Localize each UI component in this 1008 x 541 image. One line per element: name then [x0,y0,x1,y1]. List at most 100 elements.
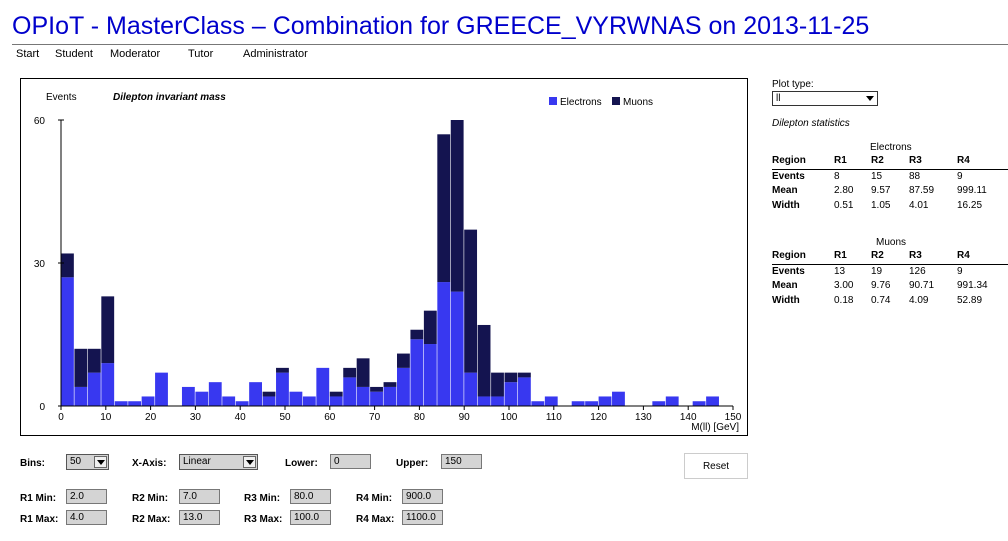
histogram-chart: 0 10 20 30 40 50 60 70 80 90 100 110 120 130 140 150 0 30… [20,78,748,436]
bar-electrons-22 [356,386,370,406]
bar-muons-25 [397,353,410,368]
header-divider [12,44,1008,45]
table-cell: 15 [871,171,883,182]
bar-muons-21 [343,367,357,378]
bars-layer [61,120,719,406]
x-tick-label: 130 [635,412,652,423]
table-cell: Width [772,295,800,306]
table-cell: 1.05 [871,200,891,211]
table-cell: 0.18 [834,295,854,306]
xaxis-select[interactable]: Linear [179,454,258,470]
r2-min-input[interactable]: 7.0 [179,489,220,504]
x-tick-label: 60 [324,412,336,423]
bar-electrons-6 [141,396,155,406]
x-tick-label: 80 [414,412,426,423]
bar-electrons-39 [585,401,598,406]
table-cell: Width [772,200,800,211]
legend-label-muons: Muons [623,97,653,108]
nav-moderator[interactable]: Moderator [110,48,161,60]
bar-electrons-2 [87,372,101,406]
bar-muons-22 [356,358,370,387]
bar-muons-16 [276,367,289,373]
table-cell: 52.89 [957,295,983,306]
legend-label-electrons: Electrons [560,97,602,108]
nav-tutor[interactable]: Tutor [188,48,214,60]
xaxis-value: Linear [183,456,211,467]
table-cell: R1 [834,155,847,166]
legend: Electrons Muons [549,97,653,108]
nav-student[interactable]: Student [55,48,93,60]
table-header-rule [772,169,1008,170]
bar-muons-2 [87,348,101,373]
r2-max-input[interactable]: 13.0 [179,510,220,525]
table-cell: 2.80 [834,185,854,196]
x-tick-label: 120 [590,412,607,423]
table-cell: R3 [909,155,922,166]
r3-min-input[interactable]: 80.0 [290,489,331,504]
r4-max-input[interactable]: 1100.0 [402,510,443,525]
table-cell: R2 [871,155,884,166]
plot-type-value: ll [776,93,781,104]
table-cell: Region [772,250,806,261]
table-cell: R4 [957,250,970,261]
bar-electrons-32 [491,396,504,406]
table-cell: 126 [909,266,926,277]
x-tick-label: 100 [501,412,518,423]
bar-electrons-35 [531,401,545,406]
upper-input[interactable]: 150 [441,454,482,469]
bar-electrons-15 [262,396,276,406]
nav-start[interactable]: Start [16,48,40,60]
bar-electrons-21 [343,377,357,406]
chart-title: Dilepton invariant mass [113,92,226,103]
bar-electrons-26 [410,339,424,406]
bar-electrons-33 [504,382,518,406]
plot-type-select[interactable]: ll [772,91,878,106]
x-tick-label: 90 [459,412,471,423]
upper-label: Upper: [396,458,429,469]
table-cell: 90.71 [909,280,935,291]
chevron-down-icon [94,456,107,468]
r3-max-input[interactable]: 100.0 [290,510,331,525]
bar-electrons-34 [517,377,531,406]
table-cell: 4.09 [909,295,929,306]
r2-max-label: R2 Max: [132,514,171,525]
table-cell: Region [772,155,806,166]
table-cell: Mean [772,185,798,196]
bar-muons-30 [464,229,478,373]
bar-electrons-11 [208,382,222,406]
r3-max-label: R3 Max: [244,514,283,525]
bar-electrons-17 [289,391,303,406]
r4-min-input[interactable]: 900.0 [402,489,443,504]
bins-select[interactable]: 50 [66,454,109,470]
bins-value: 50 [70,456,82,467]
r1-max-input[interactable]: 4.0 [66,510,107,525]
nav-administrator[interactable]: Administrator [243,48,308,60]
chevron-down-icon [243,456,256,468]
bar-muons-24 [383,382,397,387]
y-tick-label: 30 [34,259,46,270]
table-cell: R3 [909,250,922,261]
y-tick-label: 0 [39,402,45,413]
bar-electrons-38 [571,401,585,406]
lower-input[interactable]: 0 [330,454,371,469]
bar-muons-3 [101,296,115,364]
r4-max-label: R4 Max: [356,514,395,525]
bar-muons-1 [74,348,88,387]
bar-electrons-9 [181,386,195,406]
table-cell: 19 [871,266,883,277]
bar-electrons-14 [249,382,262,406]
x-tick-label: 0 [58,412,64,423]
bar-electrons-16 [276,372,289,406]
r1-max-label: R1 Max: [20,514,59,525]
bar-muons-23 [370,386,383,392]
x-tick-label: 50 [279,412,291,423]
bar-electrons-18 [302,396,316,406]
bar-electrons-25 [397,367,410,406]
table-cell: 991.34 [957,280,988,291]
bar-electrons-31 [477,396,491,406]
bar-electrons-41 [612,391,625,406]
table-cell: 3.00 [834,280,854,291]
table-cell: 9 [957,171,963,182]
reset-button[interactable]: Reset [684,453,748,479]
r1-min-input[interactable]: 2.0 [66,489,107,504]
